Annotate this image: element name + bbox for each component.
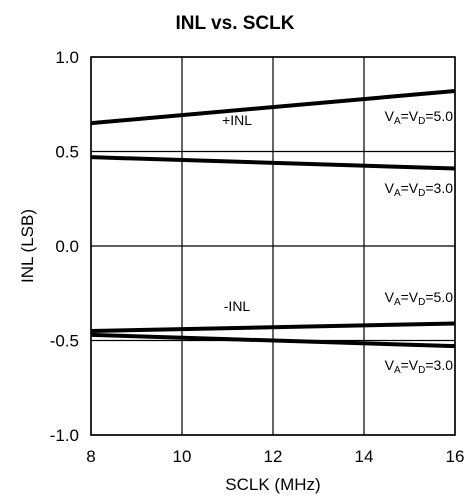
annotations: +INL -INL VA=VD=5.0 VA=VD=3.0 VA=VD=5.0 VA=VD… xyxy=(222,108,453,376)
x-tick-label-4: 16 xyxy=(446,447,465,466)
chart-title: INL vs. SCLK xyxy=(176,13,295,34)
y-tick-label-3: -0.5 xyxy=(50,332,79,351)
y-tick-label-0: 1.0 xyxy=(55,48,79,67)
plot-frame xyxy=(90,56,456,436)
annotation-2: VA=VD=5.0 xyxy=(385,108,454,127)
y-tick-label-2: 0.0 xyxy=(55,237,79,256)
x-tick-label-0: 8 xyxy=(86,447,95,466)
x-tick-label-3: 14 xyxy=(355,447,374,466)
annotation-3: VA=VD=3.0 xyxy=(385,180,454,199)
y-axis-label: INL (LSB) xyxy=(18,209,37,283)
y-tick-label-4: -1.0 xyxy=(50,426,79,445)
series-line-0 xyxy=(90,89,456,126)
annotation-5: VA=VD=3.0 xyxy=(385,357,454,376)
annotation-4: VA=VD=5.0 xyxy=(385,289,454,308)
x-axis-label: SCLK (MHz) xyxy=(225,475,320,494)
y-tick-label-1: 0.5 xyxy=(55,143,79,162)
annotation-1: -INL xyxy=(224,298,251,314)
x-tick-label-2: 12 xyxy=(264,447,283,466)
series-line-1 xyxy=(90,155,456,171)
series-line-2 xyxy=(90,321,456,334)
x-tick-label-1: 10 xyxy=(173,447,192,466)
axes xyxy=(90,56,456,436)
series-line-3 xyxy=(90,332,456,349)
annotation-0: +INL xyxy=(222,112,252,128)
x-tick-labels: 8 10 12 14 16 xyxy=(86,447,464,466)
series-lines xyxy=(90,89,456,349)
y-tick-labels: 1.0 0.5 0.0 -0.5 -1.0 xyxy=(50,48,79,445)
